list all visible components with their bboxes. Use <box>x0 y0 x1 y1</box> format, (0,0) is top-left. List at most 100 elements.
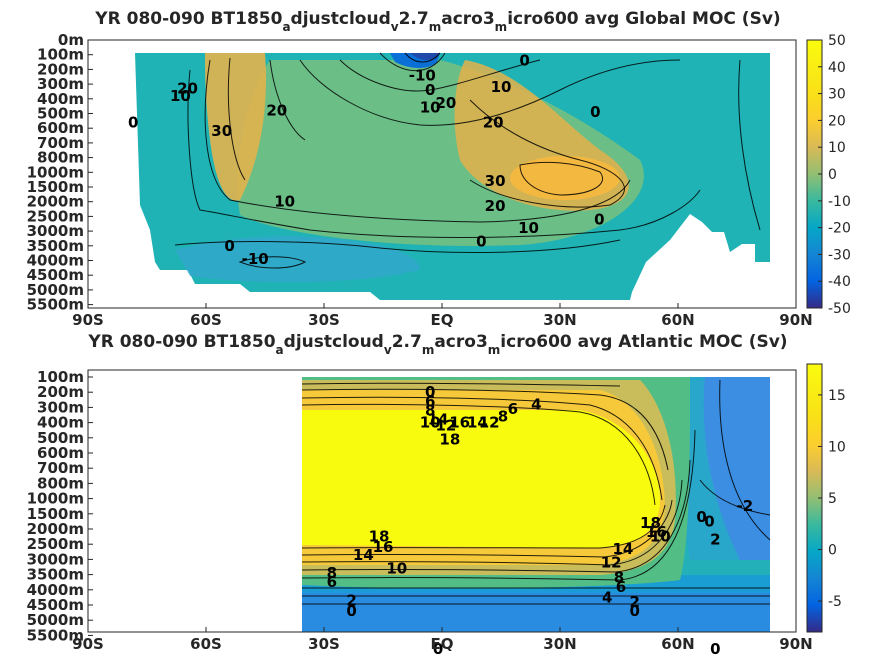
atlantic-y-tick-label: 100m <box>37 368 84 386</box>
atlantic-contour-label: 0 <box>630 602 640 620</box>
atlantic-colorbar-tick-label: 5 <box>828 491 837 507</box>
atlantic-contour-label: 12 <box>435 417 456 435</box>
global-colorbar-tick-label: -50 <box>828 301 851 317</box>
global-contour-label: 0 <box>519 52 529 70</box>
atlantic-contour-label: 14 <box>612 540 633 558</box>
global-y-tick-label: 100m <box>37 46 84 64</box>
atlantic-contour-label: 8 <box>614 569 624 587</box>
global-y-tick-label: 3000m <box>27 222 84 240</box>
atlantic-x-tick-label: 60N <box>661 635 694 653</box>
global-colorbar-tick-label: -10 <box>828 194 851 210</box>
global-contour-label: 10 <box>274 193 295 211</box>
atlantic-y-tick-label: 1000m <box>27 490 84 508</box>
atlantic-y-tick-label: 2000m <box>27 520 84 538</box>
atlantic-contour-label: 10 <box>650 528 671 546</box>
global-y-tick-label: 500m <box>37 105 84 123</box>
atlantic-y-tick-label: 2500m <box>27 535 84 553</box>
global-moc-field <box>135 52 770 300</box>
atlantic-moc-title: YR 080-090 BT1850adjustcloudv2.7macro3mi… <box>87 332 787 357</box>
atlantic-contour-label: 14 <box>467 414 488 432</box>
global-colorbar-tick-label: 30 <box>828 87 846 103</box>
atlantic-colorbar-tick-label: -5 <box>828 594 842 610</box>
global-y-tick-label: 1500m <box>27 178 84 196</box>
global-contour-label: 20 <box>177 80 198 98</box>
atlantic-contour-label: 12 <box>479 414 500 432</box>
atlantic-x-axis: 90S 60S 30S EQ 30N 60N 90N <box>72 627 813 653</box>
atlantic-contour-label: 6 <box>508 400 518 418</box>
global-colorbar-tick-label: 40 <box>828 60 846 76</box>
global-x-axis: 90S 60S 30S EQ 30N 60N 90N <box>72 303 813 329</box>
global-y-tick-label: 1000m <box>27 163 84 181</box>
global-x-tick-label: 60S <box>190 311 222 329</box>
atlantic-contour-label: 10 <box>420 414 441 432</box>
global-x-tick-label: 60N <box>661 311 694 329</box>
atlantic-contour-label: 14 <box>353 546 374 564</box>
atlantic-contour-label: 8 <box>327 564 337 582</box>
atlantic-y-tick-label: 3000m <box>27 550 84 568</box>
global-y-tick-label: 4500m <box>27 266 84 284</box>
atlantic-x-tick-label: 90S <box>72 635 104 653</box>
global-y-tick-label: 3500m <box>27 237 84 255</box>
global-sh-cell <box>205 53 266 201</box>
global-contour-label: 0 <box>224 237 234 255</box>
atlantic-contour-label: 6 <box>327 573 337 591</box>
global-moc-title: YR 080-090 BT1850adjustcloudv2.7macro3mi… <box>94 9 780 34</box>
atlantic-contour-label: 0 <box>433 640 443 656</box>
global-contour-label: 0 <box>425 81 435 99</box>
global-y-tick-label: 2500m <box>27 207 84 225</box>
global-contour-label: 20 <box>483 113 504 131</box>
global-y-tick-label: 5500m <box>27 296 84 314</box>
atlantic-contour-label: 0 <box>696 508 706 526</box>
global-contour-label: 0 <box>594 210 604 228</box>
atlantic-contour-label: 14 <box>428 411 449 429</box>
global-contour-label: 0 <box>128 113 138 131</box>
global-contour-label: 20 <box>266 102 287 120</box>
global-contour-label: 10 <box>491 78 512 96</box>
global-y-tick-label: 5000m <box>27 281 84 299</box>
atlantic-contour-label: 0 <box>704 512 714 530</box>
global-x-tick-label: 30S <box>308 311 340 329</box>
atlantic-moc-panel: YR 080-090 BT1850adjustcloudv2.7macro3mi… <box>27 332 846 656</box>
global-contour-label: -10 <box>242 250 269 268</box>
global-contour-label: 10 <box>170 87 191 105</box>
atlantic-contour-label: 8 <box>498 408 508 426</box>
global-contour-label: 30 <box>211 122 232 140</box>
global-y-tick-label: 400m <box>37 90 84 108</box>
global-y-tick-label: 800m <box>37 149 84 167</box>
global-y-tick-label: 0m <box>58 31 84 49</box>
atlantic-abyss <box>302 590 770 632</box>
atlantic-colorbar-tick-label: 15 <box>828 388 846 404</box>
atlantic-contour-label: 0 <box>346 602 356 620</box>
atlantic-contour-label: 16 <box>373 538 394 556</box>
global-y-tick-label: 4000m <box>27 252 84 270</box>
atlantic-moc-field <box>301 377 771 632</box>
atlantic-y-tick-label: 5500m <box>27 626 84 644</box>
atlantic-colorbar-tick-label: 10 <box>828 439 846 455</box>
global-y-tick-label: 300m <box>37 75 84 93</box>
atlantic-contour-label: 4 <box>602 588 612 606</box>
atlantic-x-tick-label: 30S <box>308 635 340 653</box>
global-contour-label: 20 <box>435 94 456 112</box>
atlantic-y-tick-label: 200m <box>37 383 84 401</box>
global-colorbar-tick-label: -40 <box>828 274 851 290</box>
global-y-tick-label: 700m <box>37 134 84 152</box>
atlantic-contour-label: 2 <box>630 593 640 611</box>
global-colorbar-tick-label: 50 <box>828 33 846 49</box>
global-x-tick-label: 30N <box>543 311 576 329</box>
global-colorbar-ticks: 50 40 30 20 10 0 -10 -20 -30 -40 -50 <box>818 33 851 317</box>
atlantic-contour-label: 18 <box>439 430 460 448</box>
atlantic-x-tick-label: 90N <box>779 635 812 653</box>
atlantic-y-tick-label: 1500m <box>27 505 84 523</box>
global-y-tick-label: 2000m <box>27 193 84 211</box>
atlantic-y-tick-label: 4500m <box>27 596 84 614</box>
atlantic-y-tick-label: 800m <box>37 474 84 492</box>
atlantic-contour-label: 2 <box>346 591 356 609</box>
atlantic-contour-label: 0 <box>710 640 720 656</box>
atlantic-y-tick-label: 700m <box>37 459 84 477</box>
atlantic-contour-label: 6 <box>425 392 435 410</box>
atlantic-contour-label: 16 <box>449 414 470 432</box>
global-contour-label: 10 <box>518 219 539 237</box>
atlantic-y-tick-label: 4000m <box>27 581 84 599</box>
